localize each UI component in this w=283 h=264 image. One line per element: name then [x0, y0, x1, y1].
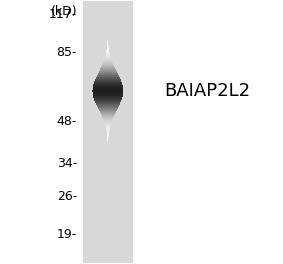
Text: BAIAP2L2: BAIAP2L2 — [164, 82, 250, 100]
Text: 19-: 19- — [57, 228, 77, 241]
Bar — [83, 1, 133, 263]
Text: 26-: 26- — [57, 190, 77, 202]
Text: 34-: 34- — [57, 157, 77, 170]
Text: (kD): (kD) — [50, 5, 77, 18]
Text: 48-: 48- — [57, 115, 77, 128]
Text: 117-: 117- — [49, 8, 77, 21]
Text: 85-: 85- — [57, 46, 77, 59]
